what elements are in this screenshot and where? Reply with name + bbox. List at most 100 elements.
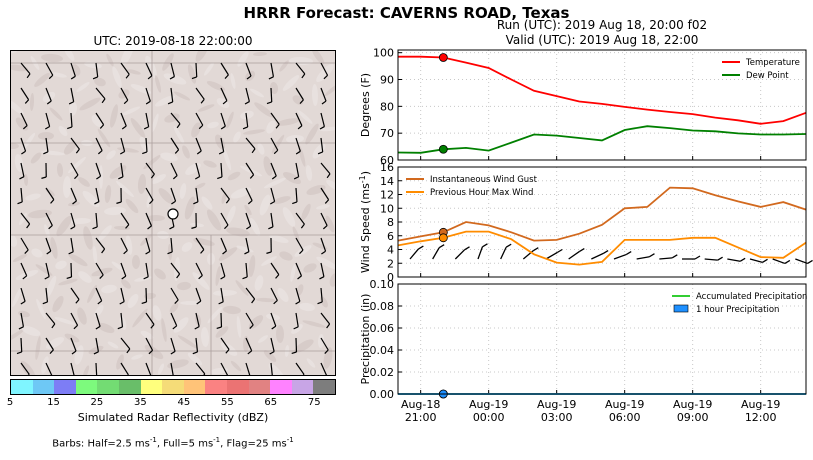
wind-barb [120,237,128,251]
wind-barb [270,312,277,327]
wind-barb-flag [123,99,129,105]
terrain-shade [106,150,116,160]
wind-barb [220,137,225,152]
wind-barb-flag [482,243,488,248]
terrain-shade [104,206,126,216]
wind-barb [145,362,152,375]
terrain-shade [137,174,147,194]
map-barb-layer [11,51,335,375]
terrain-shade [144,344,164,360]
terrain-shade [311,84,319,106]
wind-barb [195,312,200,327]
wind-barb-flag [117,326,123,330]
wind-barb [120,212,130,225]
terrain-shade [294,245,312,257]
terrain-shade [316,204,330,210]
terrain-shade [130,84,152,94]
terrain-shade [218,247,238,261]
wind-barb [20,287,26,302]
terrain-shade [203,160,217,168]
wind-barb-flag [22,275,28,280]
wind-barb-flag [99,124,105,129]
wind-barb [220,62,229,76]
terrain-shade [131,354,143,360]
wind-barb [20,112,28,126]
colorbar-tick-label: 75 [307,397,321,408]
wind-barb-flag [101,98,106,104]
colorbar-label: Simulated Radar Reflectivity (dBZ) [77,411,269,424]
wind-barb [20,237,29,251]
colorbar-segment [313,380,335,394]
colorbar-ticks: 5 15 25 35 45 55 65 75 [7,397,336,411]
wind-barb [20,212,31,225]
x-tick-label: 06:00 [609,411,641,424]
wind-barb-flag [246,75,252,80]
wind-barb [145,162,155,175]
wind-barb [45,337,54,351]
terrain-shade [71,217,91,225]
wind-barb [270,112,280,125]
wind-barb [195,162,201,177]
terrain-shade [116,354,124,370]
wind-barb [170,112,181,125]
terrain-shade [161,318,167,342]
colorbar-segment [291,380,314,394]
wind-barb [20,137,27,152]
wind-barb [145,337,154,351]
terrain-shade [35,336,41,360]
wind-barb [70,112,73,128]
plot-frame [397,283,807,395]
wind-barb [245,62,252,77]
terrain-shade [324,84,335,96]
terrain-shade [257,143,265,155]
terrain-shade [207,121,219,129]
wind-barb-flag [300,223,305,229]
wind-barb-flag [220,275,226,280]
terrain-shade [139,136,151,154]
wind-barb-flag [147,75,153,80]
x-tick-label: 00:00 [473,411,505,424]
wind-barb-flag [150,324,155,329]
wind-barb-flag [74,174,79,180]
wind-barb-flag [48,74,54,80]
legend-label: Accumulated Precipitation [696,292,807,302]
wind-barb-flag [251,298,256,304]
wind-barb-flag [75,299,80,304]
wind-barb [145,87,151,102]
wind-barb [245,362,251,375]
wind-barb [45,212,53,226]
wind-barb [20,62,31,75]
wind-barb-flag [193,201,199,205]
y-tick-label: 8 [387,216,394,229]
wind-barb [220,162,223,178]
plot-frame [397,166,807,278]
terrain-shade [204,62,214,76]
terrain-shade [11,142,19,150]
wind-barb [70,362,75,375]
wind-barb-flag [218,301,224,305]
terrain-shade [167,244,173,260]
wind-barb [295,62,306,75]
wind-barb-flag [273,149,279,155]
terrain-shade [319,126,335,132]
wind-barb [245,87,250,102]
terrain-shade [244,204,252,216]
colorbar-segment [248,380,271,394]
wind-barb [95,337,100,352]
wind-barb-flag [50,199,55,204]
wind-barb-flag [73,324,78,330]
wind-barb [95,312,101,327]
x-tick-label: Aug-19 [605,398,644,411]
wind-barb [320,262,325,277]
terrain-shade [248,255,256,277]
wind-barb [95,112,105,126]
wind-barb-flag [92,226,98,230]
wind-barb [477,246,484,260]
map-title: UTC: 2019-08-18 22:00:00 [93,34,253,48]
terrain-shade [282,207,296,227]
terrain-shade [297,110,313,124]
x-tick-label: Aug-19 [469,398,508,411]
x-tick-label: Aug-18 [401,398,440,411]
wind-barb [70,237,74,252]
